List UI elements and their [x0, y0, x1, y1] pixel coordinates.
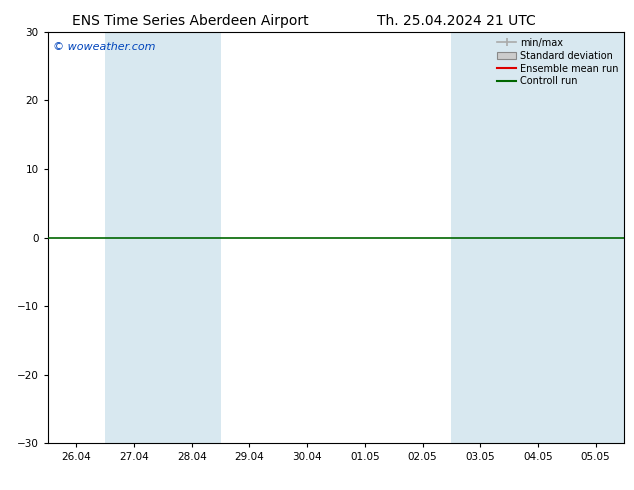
Legend: min/max, Standard deviation, Ensemble mean run, Controll run: min/max, Standard deviation, Ensemble me… [494, 35, 621, 89]
Bar [451, 32, 509, 443]
Bar [509, 32, 567, 443]
Text: Th. 25.04.2024 21 UTC: Th. 25.04.2024 21 UTC [377, 14, 536, 28]
Bar [105, 32, 163, 443]
Text: © woweather.com: © woweather.com [53, 42, 156, 52]
Bar [163, 32, 221, 443]
Text: ENS Time Series Aberdeen Airport: ENS Time Series Aberdeen Airport [72, 14, 309, 28]
Bar [567, 32, 624, 443]
